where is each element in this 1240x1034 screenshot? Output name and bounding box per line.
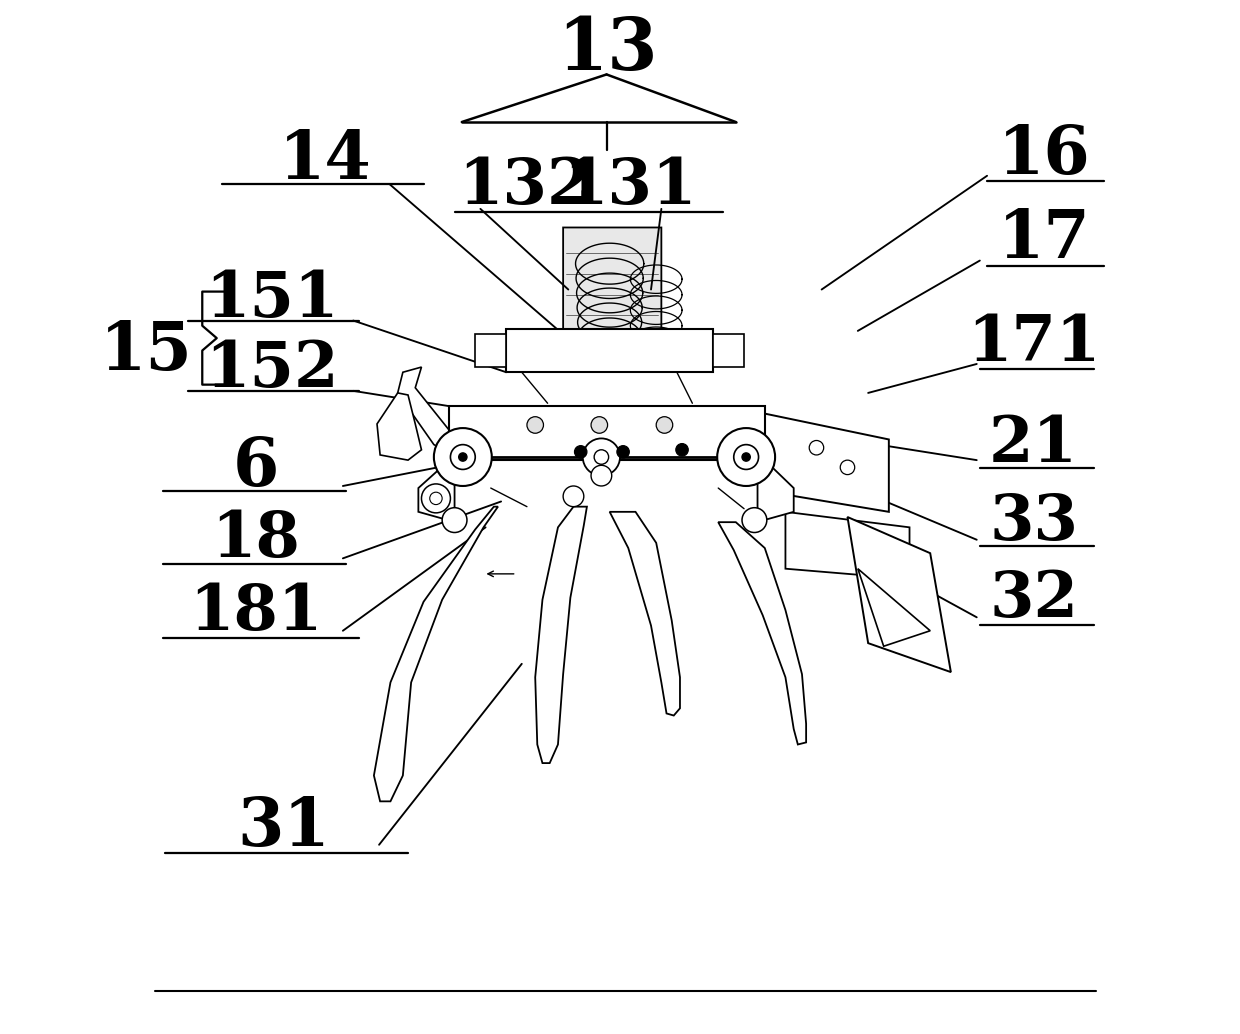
Circle shape <box>430 492 443 505</box>
Polygon shape <box>563 227 661 336</box>
Text: 14: 14 <box>279 128 372 192</box>
Bar <box>713 334 744 367</box>
Bar <box>506 329 713 372</box>
Polygon shape <box>610 512 680 716</box>
Circle shape <box>656 417 673 433</box>
Circle shape <box>810 440 823 455</box>
Polygon shape <box>785 512 909 579</box>
Text: 15: 15 <box>100 320 192 384</box>
Text: 33: 33 <box>990 492 1078 552</box>
Circle shape <box>734 445 759 469</box>
Text: 131: 131 <box>564 156 697 216</box>
Polygon shape <box>374 507 498 801</box>
Circle shape <box>841 460 854 475</box>
Polygon shape <box>858 569 930 646</box>
Text: 181: 181 <box>190 582 322 642</box>
Polygon shape <box>847 517 951 672</box>
Polygon shape <box>398 367 455 455</box>
Circle shape <box>422 484 450 513</box>
Polygon shape <box>758 460 794 519</box>
Text: 18: 18 <box>212 510 300 570</box>
Text: 31: 31 <box>238 795 330 859</box>
Circle shape <box>616 446 630 458</box>
Text: 152: 152 <box>205 339 339 399</box>
Text: 17: 17 <box>997 208 1090 272</box>
Circle shape <box>434 428 492 486</box>
Bar <box>449 406 765 460</box>
Circle shape <box>676 444 688 456</box>
Circle shape <box>450 445 475 469</box>
Text: 6: 6 <box>233 435 279 499</box>
Text: 151: 151 <box>205 270 339 330</box>
Bar <box>475 334 506 367</box>
Polygon shape <box>765 414 889 512</box>
Circle shape <box>527 417 543 433</box>
Polygon shape <box>377 393 422 460</box>
Text: 32: 32 <box>990 570 1078 630</box>
Bar <box>517 410 687 439</box>
Polygon shape <box>718 522 806 744</box>
Circle shape <box>742 453 750 461</box>
Text: 13: 13 <box>557 14 658 85</box>
Circle shape <box>591 465 611 486</box>
Circle shape <box>459 453 467 461</box>
Text: 171: 171 <box>967 313 1100 373</box>
Circle shape <box>591 417 608 433</box>
Circle shape <box>742 508 766 533</box>
Circle shape <box>563 486 584 507</box>
Polygon shape <box>418 460 455 519</box>
Circle shape <box>574 446 587 458</box>
Circle shape <box>594 450 609 464</box>
Text: 21: 21 <box>990 415 1078 475</box>
Circle shape <box>583 438 620 476</box>
Circle shape <box>717 428 775 486</box>
Polygon shape <box>536 507 587 763</box>
Text: 132: 132 <box>458 156 591 216</box>
Circle shape <box>443 508 467 533</box>
Text: 16: 16 <box>997 123 1090 187</box>
